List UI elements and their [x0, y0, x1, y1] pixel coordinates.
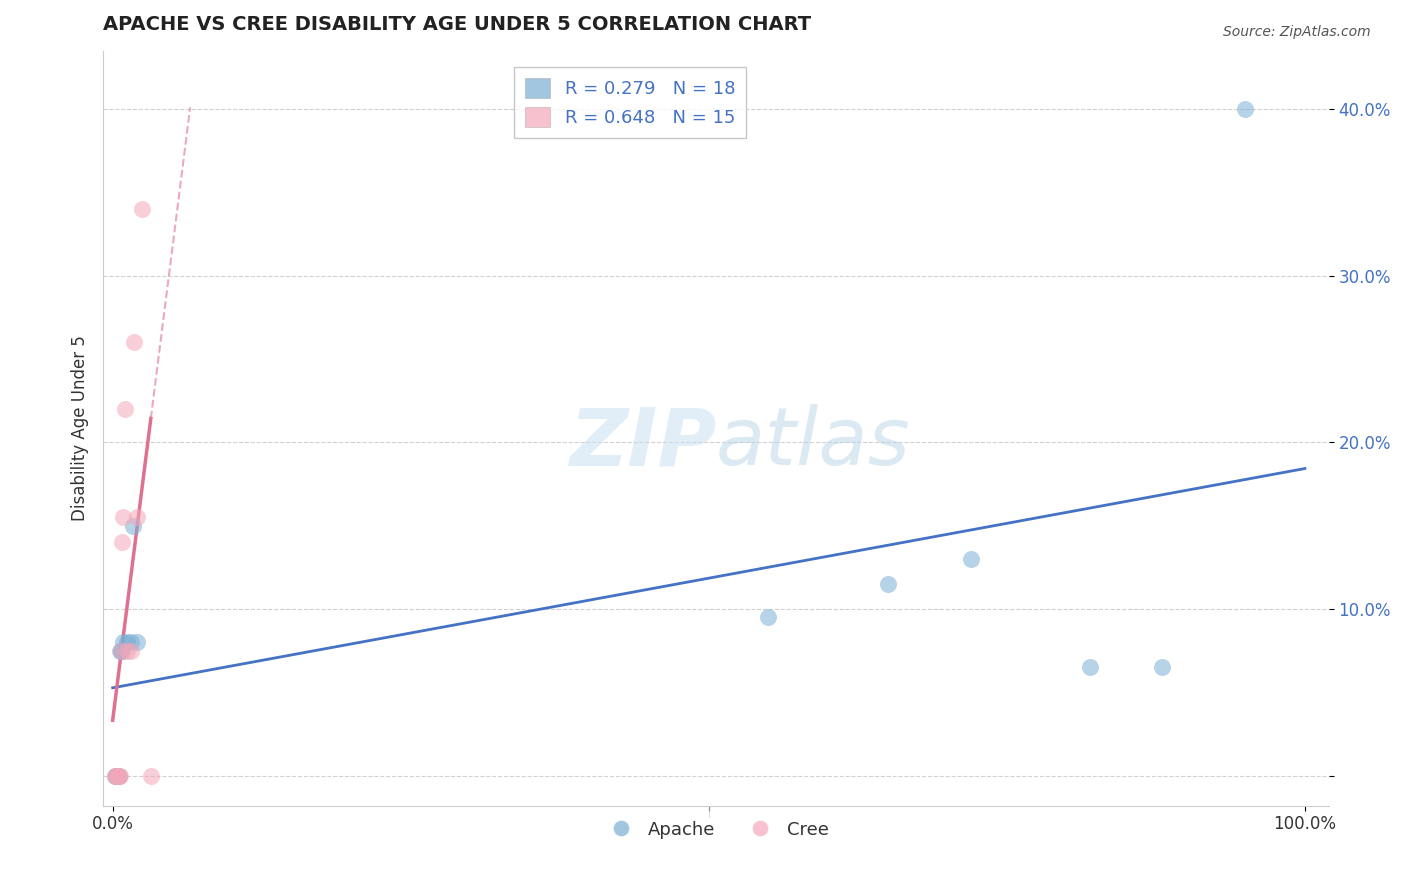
Point [107, 769, 129, 783]
Point [120, 635, 142, 649]
Point [111, 535, 134, 549]
Point [107, 769, 129, 783]
Point [115, 644, 138, 658]
Text: Source: ZipAtlas.com: Source: ZipAtlas.com [1223, 25, 1371, 39]
Point [108, 644, 131, 658]
Point [122, 518, 145, 533]
Point [131, 202, 153, 216]
Text: atlas: atlas [716, 404, 911, 483]
Point [108, 769, 131, 783]
Point [107, 769, 129, 783]
Point [112, 635, 135, 649]
Point [105, 769, 128, 783]
Point [105, 769, 128, 783]
Y-axis label: Disability Age Under 5: Disability Age Under 5 [72, 335, 89, 521]
Point [104, 769, 127, 783]
Point [107, 769, 129, 783]
Point [110, 644, 132, 658]
Point [122, 335, 145, 350]
Text: ZIP: ZIP [568, 404, 716, 483]
Point [111, 644, 134, 658]
Point [112, 510, 135, 524]
Point [115, 635, 138, 649]
Legend: Apache, Cree: Apache, Cree [595, 814, 837, 846]
Point [110, 644, 132, 658]
Point [960, 552, 983, 566]
Point [876, 577, 898, 591]
Point [125, 510, 148, 524]
Point [758, 610, 780, 624]
Point [1234, 102, 1257, 116]
Point [1078, 660, 1101, 674]
Point [139, 769, 162, 783]
Point [114, 402, 136, 417]
Point [125, 635, 148, 649]
Point [120, 644, 142, 658]
Text: APACHE VS CREE DISABILITY AGE UNDER 5 CORRELATION CHART: APACHE VS CREE DISABILITY AGE UNDER 5 CO… [103, 15, 811, 34]
Point [104, 769, 127, 783]
Point [1150, 660, 1173, 674]
